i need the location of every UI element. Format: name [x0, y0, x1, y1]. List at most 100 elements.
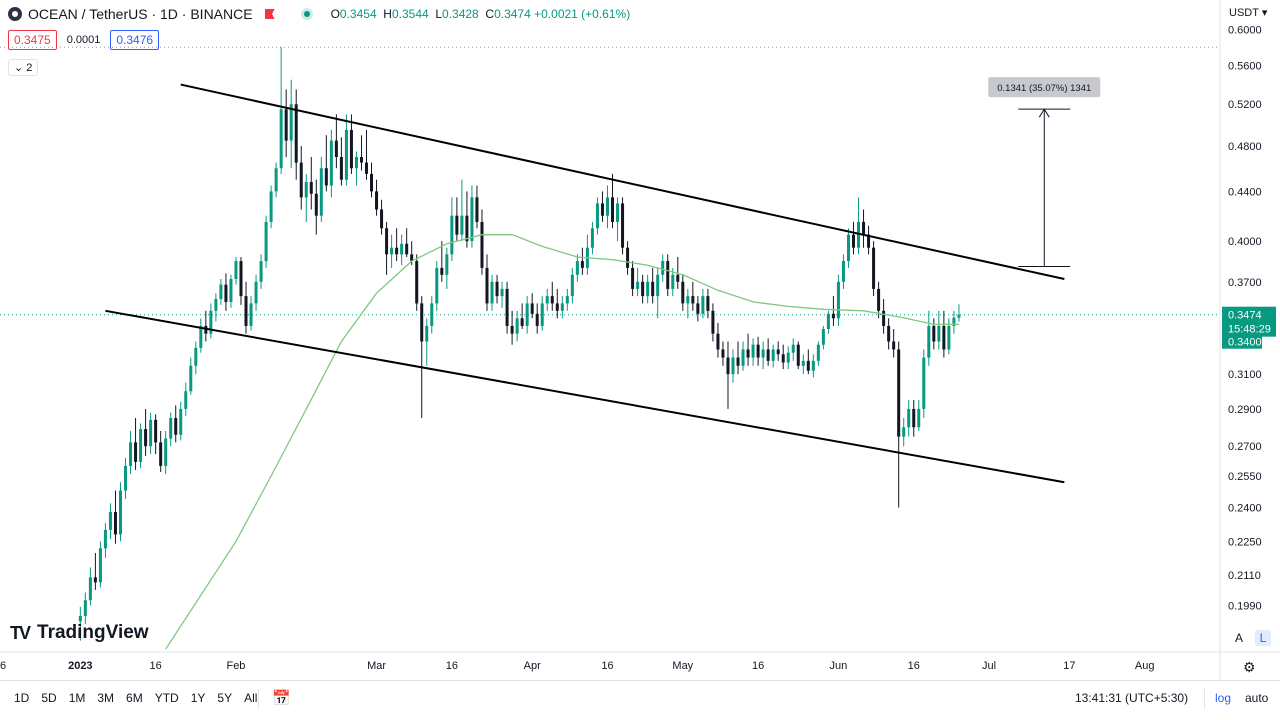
candle[interactable] [113, 512, 117, 535]
range-button-6m[interactable]: 6M [126, 691, 143, 705]
candle[interactable] [244, 296, 248, 326]
candle[interactable] [339, 156, 343, 180]
candle[interactable] [611, 197, 615, 222]
range-button-5y[interactable]: 5Y [217, 691, 233, 705]
candle[interactable] [867, 234, 871, 248]
candle[interactable] [671, 274, 675, 289]
candle[interactable] [465, 215, 469, 242]
candle[interactable] [781, 354, 785, 363]
candle[interactable] [530, 303, 534, 314]
candle[interactable] [395, 247, 399, 255]
candle[interactable] [329, 140, 333, 186]
candle[interactable] [274, 168, 278, 192]
candle[interactable] [756, 344, 760, 358]
candle[interactable] [902, 427, 906, 437]
candle[interactable] [309, 182, 313, 194]
candle[interactable] [224, 284, 228, 302]
symbol-title[interactable]: OCEAN / TetherUS · 1D · BINANCE [28, 6, 253, 22]
moving-average-line[interactable] [165, 234, 959, 650]
candle[interactable] [103, 529, 107, 549]
candle[interactable] [129, 442, 133, 466]
candle[interactable] [359, 156, 363, 163]
candle[interactable] [696, 303, 700, 314]
candle[interactable] [88, 577, 92, 601]
candle[interactable] [159, 442, 163, 466]
candle[interactable] [726, 357, 730, 375]
candle[interactable] [882, 310, 886, 326]
log-toggle[interactable]: log [1215, 691, 1232, 705]
tradingview-logo[interactable]: TV TradingView [10, 622, 149, 643]
candle[interactable] [515, 318, 519, 334]
candle[interactable] [385, 228, 389, 255]
candle[interactable] [505, 288, 509, 326]
candle[interactable] [209, 310, 213, 334]
candle[interactable] [425, 325, 429, 342]
range-button-ytd[interactable]: YTD [154, 691, 179, 705]
candle[interactable] [811, 360, 815, 371]
candle[interactable] [249, 303, 253, 326]
candle[interactable] [144, 429, 148, 447]
candle[interactable] [349, 129, 353, 169]
candle[interactable] [937, 325, 941, 342]
candle[interactable] [691, 296, 695, 304]
candle[interactable] [595, 203, 599, 229]
candle[interactable] [98, 548, 102, 583]
candle[interactable] [590, 228, 594, 248]
candle[interactable] [641, 281, 645, 297]
candle[interactable] [540, 303, 544, 326]
range-button-all[interactable]: All [244, 691, 258, 705]
candle[interactable] [605, 197, 609, 216]
candle[interactable] [957, 314, 961, 318]
candle[interactable] [831, 313, 835, 319]
candle[interactable] [766, 349, 770, 361]
candle[interactable] [269, 191, 273, 222]
candle[interactable] [324, 168, 328, 186]
candle[interactable] [600, 203, 604, 216]
candle[interactable] [475, 197, 479, 222]
range-button-1m[interactable]: 1M [68, 691, 86, 705]
candle[interactable] [314, 193, 318, 216]
candle[interactable] [786, 352, 790, 363]
candle[interactable] [510, 325, 514, 334]
candle[interactable] [656, 274, 660, 297]
candle[interactable] [299, 162, 303, 198]
indicators-toggle[interactable]: ⌄ 2 [8, 59, 39, 76]
candle[interactable] [877, 288, 881, 311]
candle[interactable] [239, 261, 243, 297]
range-button-1d[interactable]: 1D [14, 691, 30, 705]
candle[interactable] [400, 243, 404, 255]
candle[interactable] [862, 221, 866, 235]
candle[interactable] [380, 209, 384, 229]
candle[interactable] [375, 191, 379, 210]
candle[interactable] [846, 234, 850, 262]
candle[interactable] [264, 221, 268, 262]
candle[interactable] [450, 215, 454, 255]
candle[interactable] [164, 438, 168, 466]
auto-toggle[interactable]: auto [1245, 691, 1269, 705]
candle[interactable] [169, 418, 173, 439]
candle[interactable] [736, 357, 740, 366]
candle[interactable] [405, 243, 409, 255]
log-scale-button[interactable]: L [1255, 630, 1271, 646]
candle[interactable] [334, 140, 338, 157]
candle[interactable] [706, 296, 710, 311]
candle[interactable] [791, 344, 795, 353]
candle[interactable] [897, 349, 901, 437]
candle[interactable] [716, 333, 720, 350]
clock[interactable]: 13:41:31 (UTC+5:30) [1075, 691, 1189, 705]
candle[interactable] [892, 341, 896, 350]
gear-icon[interactable]: ⚙ [1243, 659, 1256, 675]
candle[interactable] [651, 281, 655, 297]
buy-price-button[interactable]: 0.3476 [110, 30, 160, 50]
candle[interactable] [470, 197, 474, 242]
candle[interactable] [616, 203, 620, 222]
candle[interactable] [560, 303, 564, 311]
candle[interactable] [520, 318, 524, 326]
candle[interactable] [746, 349, 750, 358]
candle[interactable] [390, 247, 394, 255]
candle[interactable] [947, 325, 951, 350]
candle[interactable] [841, 261, 845, 282]
channel-trendline[interactable] [180, 83, 1065, 280]
price-chart[interactable]: 0.6000 0.5600 0.5200 0.4800 0.4400 0.4000 0.37… [0, 0, 1280, 680]
candle[interactable] [826, 313, 830, 330]
